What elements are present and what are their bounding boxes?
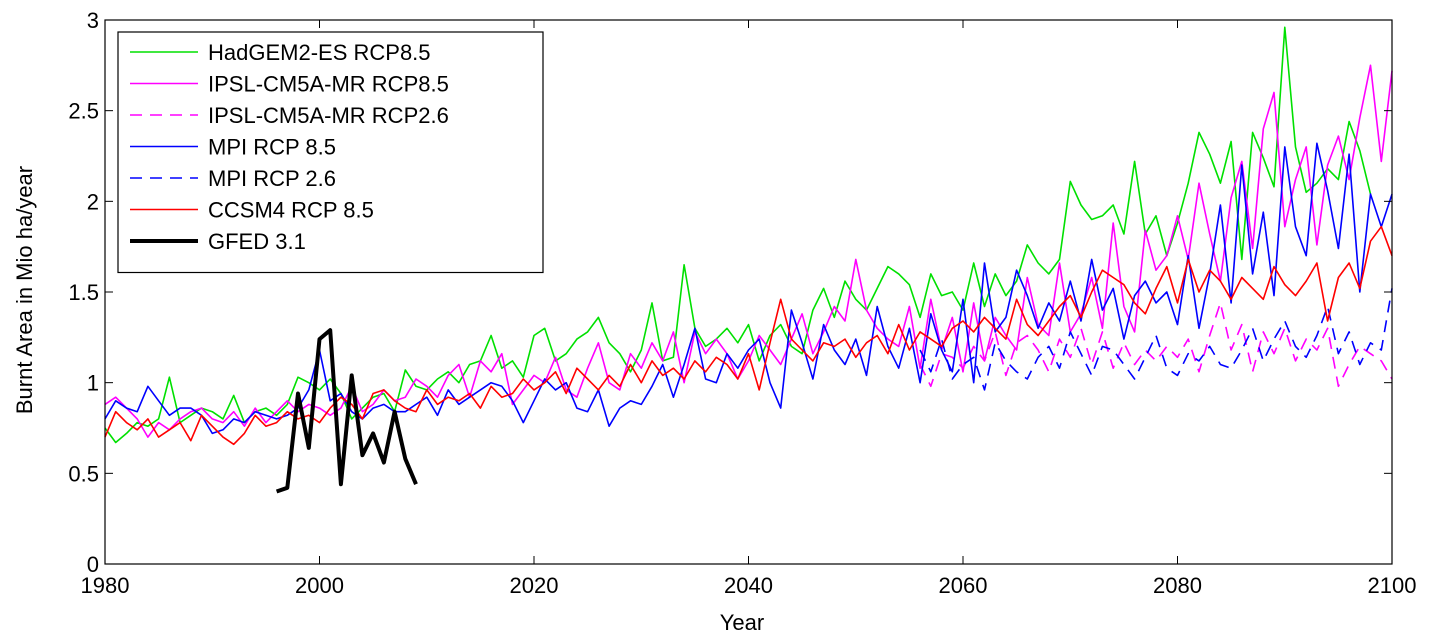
y-tick-label: 2.5	[68, 99, 99, 124]
x-tick-label: 2100	[1368, 573, 1417, 598]
legend-label: MPI RCP 8.5	[208, 135, 336, 160]
y-tick-label: 1.5	[68, 280, 99, 305]
legend-label: CCSM4 RCP 8.5	[208, 198, 374, 223]
x-tick-label: 2080	[1153, 573, 1202, 598]
y-tick-label: 1	[87, 371, 99, 396]
legend-label: GFED 3.1	[208, 229, 306, 254]
legend-label: IPSL-CM5A-MR RCP8.5	[208, 72, 449, 97]
legend: HadGEM2-ES RCP8.5 IPSL-CM5A-MR RCP8.5 IPSL…	[118, 32, 543, 273]
series-line-2	[920, 303, 1392, 386]
x-axis-label: Year	[720, 610, 764, 635]
legend-label: HadGEM2-ES RCP8.5	[208, 40, 431, 65]
y-tick-label: 3	[87, 8, 99, 33]
x-tick-label: 2040	[724, 573, 773, 598]
x-tick-label: 2000	[295, 573, 344, 598]
legend-label: MPI RCP 2.6	[208, 166, 336, 191]
legend-label: IPSL-CM5A-MR RCP2.6	[208, 103, 449, 128]
y-tick-label: 2	[87, 189, 99, 214]
y-tick-label: 0.5	[68, 461, 99, 486]
y-tick-label: 0	[87, 552, 99, 577]
y-axis-label: Burnt Area in Mio ha/year	[12, 166, 37, 414]
x-tick-label: 2020	[510, 573, 559, 598]
x-tick-label: 2060	[939, 573, 988, 598]
series-line-6	[277, 330, 416, 491]
